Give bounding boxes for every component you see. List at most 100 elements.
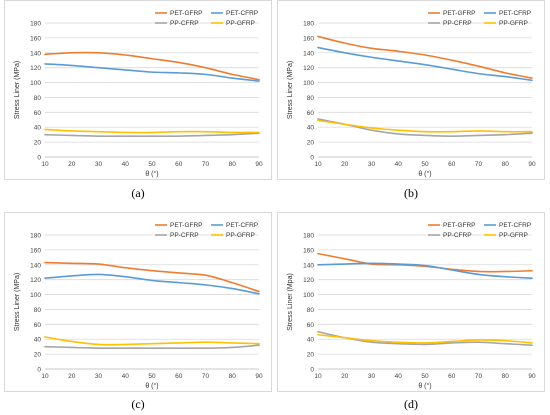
y-tick-label: 0 [310,155,314,162]
legend-label: PET-GFRP [443,222,476,229]
y-tick-label: 140 [303,262,314,269]
x-tick-label: 30 [95,161,103,168]
x-tick-label: 30 [368,373,376,380]
legend-label: PET-CFRP [226,222,258,229]
y-axis-title: Stress Liner (MPa) [14,273,21,331]
y-tick-label: 0 [37,367,41,374]
x-tick-label: 40 [395,161,403,168]
legend-label: PET-GFRP [170,10,203,17]
y-tick-label: 160 [30,247,41,254]
x-tick-label: 30 [368,161,376,168]
x-tick-label: 50 [148,373,156,380]
series-line-pet-cfrp [44,63,260,82]
y-axis-title: Stress Liner (MPa) [287,61,294,119]
x-tick-label: 20 [341,373,349,380]
series-line-pp-cfrp [44,344,260,350]
x-tick-label: 60 [175,373,183,380]
y-axis-title: Stress Liner (MPa) [14,61,21,119]
x-tick-label: 30 [95,373,103,380]
panel-caption-b: (b) [404,186,418,200]
x-tick-label: 60 [448,373,456,380]
x-axis-title: θ (°) [145,170,158,178]
y-tick-label: 120 [30,65,41,72]
x-tick-label: 80 [229,161,237,168]
chart-svg-d: 0 20 40 60 80 100 120 140 160 180 10 20 30 40 50 60 70 80… [287,222,536,390]
y-tick-label: 20 [307,140,315,147]
series-line-pp-gfrp [44,336,260,346]
panel-caption-d: (d) [404,397,418,411]
x-tick-label: 10 [314,161,322,168]
x-tick-label: 80 [229,373,237,380]
x-tick-label: 70 [475,373,483,380]
x-axis-title: θ (°) [145,382,158,390]
chart-svg-c: 0 20 40 60 80 100 120 140 160 180 10 20 30 40 50 60 70 80… [14,222,263,390]
legend-label: PP-CFRP [170,232,199,239]
y-tick-label: 20 [307,352,315,359]
y-tick-label: 0 [310,367,314,374]
y-tick-label: 120 [303,277,314,284]
legend-label: PET-GFRP [443,10,476,17]
x-tick-label: 90 [528,161,536,168]
series-line-pet-gfrp [317,252,533,273]
chart-panel-b: 0 20 40 60 80 100 120 140 160 180 10 20 30 40 50 60 70 80… [277,0,545,180]
y-tick-label: 40 [34,337,42,344]
x-tick-label: 20 [68,161,76,168]
y-tick-label: 80 [307,95,315,102]
y-tick-label: 60 [307,322,315,329]
legend-label: PP-GFRP [499,232,528,239]
chart-svg-a: 0 20 40 60 80 100 120 140 160 180 10 20 30 40 50 60 70 80… [14,10,263,178]
x-tick-label: 90 [528,373,536,380]
y-tick-label: 80 [307,307,315,314]
legend-label: PET-CFRP [499,222,531,229]
x-tick-label: 40 [122,161,130,168]
chart-panel-a: 0 20 40 60 80 100 120 140 160 180 10 20 30 40 50 60 70 80… [4,0,272,180]
y-tick-label: 60 [34,322,42,329]
series-line-pp-gfrp [317,119,533,133]
x-tick-label: 90 [255,373,263,380]
series-line-pp-cfrp [44,132,260,138]
y-tick-label: 160 [303,247,314,254]
y-tick-label: 140 [303,50,314,57]
y-tick-label: 140 [30,50,41,57]
y-tick-label: 160 [30,35,41,42]
x-tick-label: 80 [502,373,510,380]
y-tick-label: 80 [34,95,42,102]
y-tick-label: 120 [303,65,314,72]
chart-svg-b: 0 20 40 60 80 100 120 140 160 180 10 20 30 40 50 60 70 80… [287,10,536,178]
chart-panel-c: 0 20 40 60 80 100 120 140 160 180 10 20 30 40 50 60 70 80… [4,212,272,392]
x-tick-label: 60 [175,161,183,168]
y-tick-label: 180 [30,233,41,240]
x-tick-label: 50 [148,161,156,168]
y-tick-label: 0 [37,155,41,162]
y-tick-label: 20 [34,352,42,359]
series-line-pet-gfrp [44,51,260,81]
y-tick-label: 80 [34,307,42,314]
panel-caption-c: (c) [131,397,145,411]
x-tick-label: 70 [202,373,210,380]
legend-label: PET-CFRP [499,10,531,17]
series-line-pp-gfrp [317,333,533,344]
y-tick-label: 100 [303,292,314,299]
x-tick-label: 70 [475,161,483,168]
y-tick-label: 100 [30,80,41,87]
series-line-pet-cfrp [317,46,533,82]
x-tick-label: 20 [341,161,349,168]
y-tick-label: 40 [34,125,42,132]
legend-label: PET-CFRP [226,10,258,17]
series-line-pet-gfrp [44,261,260,293]
series-line-pp-gfrp [44,128,260,134]
x-tick-label: 10 [314,373,322,380]
y-tick-label: 40 [307,337,315,344]
x-tick-label: 10 [41,161,49,168]
y-tick-label: 140 [30,262,41,269]
legend-label: PP-GFRP [226,232,255,239]
y-axis-title: Stress Liner (Mpa) [287,273,294,331]
x-tick-label: 80 [502,161,510,168]
legend-label: PP-CFRP [170,20,199,27]
legend-label: PP-GFRP [226,20,255,27]
y-tick-label: 100 [30,292,41,299]
y-tick-label: 180 [30,21,41,28]
y-tick-label: 60 [34,110,42,117]
legend-label: PP-CFRP [443,20,472,27]
x-tick-label: 50 [421,373,429,380]
